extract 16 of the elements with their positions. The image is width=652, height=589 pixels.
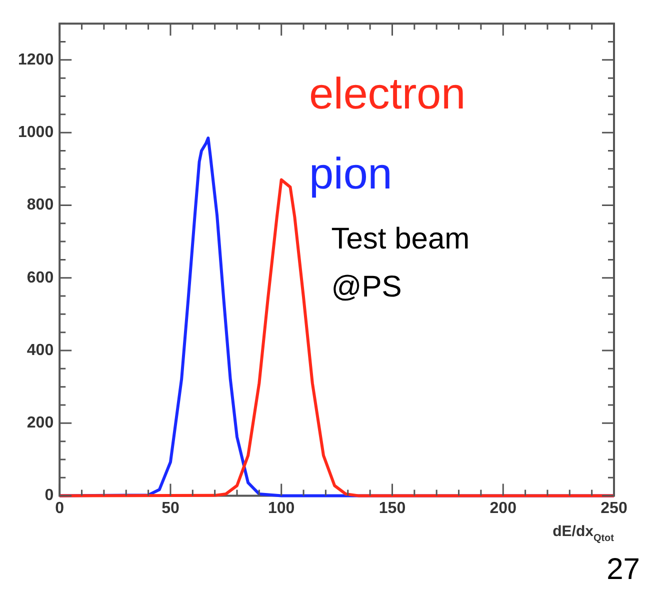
x-tick-label: 200 — [490, 500, 517, 517]
y-tick-label: 800 — [26, 196, 54, 214]
text: 27 — [606, 553, 640, 586]
x-tick-label: 150 — [378, 500, 406, 517]
x-tick-label: 50 — [162, 500, 180, 517]
y-tick-label: 1200 — [18, 51, 54, 68]
y-tick-label: 200 — [26, 414, 54, 432]
y-tick-label: 1000 — [18, 124, 54, 141]
annotation: Test beam @PS — [331, 222, 470, 304]
y-tick-label: 600 — [26, 269, 54, 286]
x-tick-label: 100 — [268, 500, 295, 517]
y-tick-label: 400 — [26, 342, 54, 359]
x-tick-label: 250 — [600, 500, 628, 517]
text: pion — [309, 150, 392, 199]
series-label: electron — [309, 70, 466, 119]
y-tick-label: 0 — [44, 487, 54, 504]
